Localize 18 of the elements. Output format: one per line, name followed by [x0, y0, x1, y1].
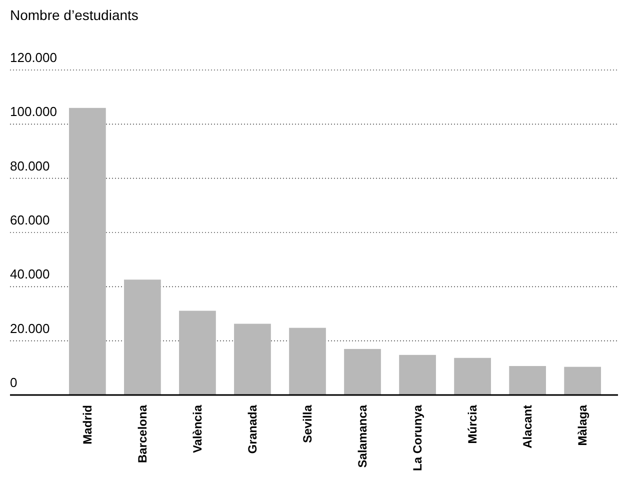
x-tick-label: La Corunya — [410, 404, 425, 472]
y-tick-label: 120.000 — [10, 50, 57, 65]
y-tick-label: 60.000 — [10, 212, 50, 228]
y-tick-label: 80.000 — [10, 158, 50, 174]
y-tick-label: 0 — [10, 375, 18, 390]
x-tick-label: Granada — [245, 404, 260, 454]
y-tick-label: 20.000 — [10, 320, 50, 336]
x-tick-label: Màlaga — [576, 404, 590, 446]
x-tick-label: Sevilla — [300, 404, 314, 444]
chart-subtitle: Nombre d’estudiants — [10, 7, 138, 23]
x-tick-label: Madrid — [80, 405, 94, 444]
x-tick-label: Alacant — [520, 405, 535, 448]
y-tick-label: 40.000 — [10, 266, 50, 282]
y-tick-label: 100.000 — [10, 104, 57, 120]
x-tick-label: Salamanca — [356, 404, 370, 468]
x-tick-label: Múrcia — [466, 404, 480, 444]
x-tick-label: València — [190, 404, 204, 454]
x-tick-label: Barcelona — [135, 404, 150, 464]
